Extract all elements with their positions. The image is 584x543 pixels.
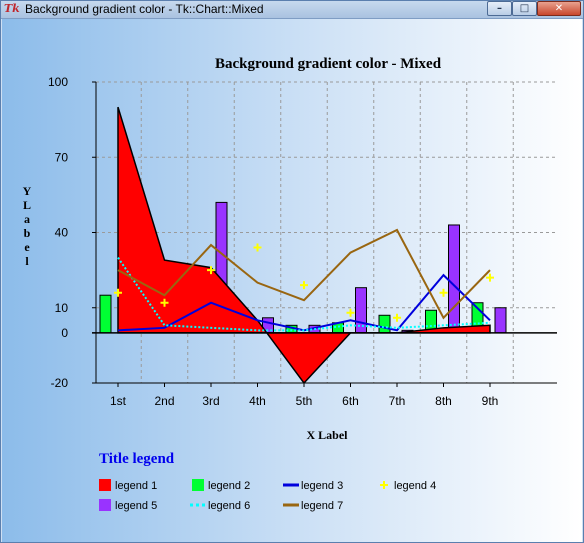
mixed-chart: Background gradient color - Mixed -20 0 10…: [23, 56, 557, 512]
point-legend-4: [346, 308, 355, 317]
legend-title: Title legend: [99, 451, 175, 467]
y-axis-label-char: b: [24, 226, 31, 240]
y-tick-label: 100: [48, 75, 68, 89]
y-tick-label: 10: [55, 301, 69, 315]
x-tick-label: 9th: [482, 394, 499, 408]
x-axis-label: X Label: [306, 428, 348, 442]
legend-swatch: [192, 479, 204, 491]
point-legend-4: [207, 266, 215, 275]
legend: legend 1 legend 2 legend 3 legend 4 legend 5…: [99, 479, 436, 512]
point-legend-4: [253, 243, 262, 252]
bar-legend-5: [494, 307, 507, 334]
chart-title: Background gradient color - Mixed: [215, 56, 442, 72]
minimize-button[interactable]: –: [487, 1, 512, 16]
bar-legend-5: [355, 287, 367, 334]
point-legend-4: [300, 281, 308, 290]
area-series: [117, 106, 491, 385]
window-title: Background gradient color - Tk::Chart::M…: [25, 2, 264, 16]
y-axis-label-char: e: [24, 240, 30, 254]
y-axis-label-char: L: [23, 198, 31, 212]
line-legend-7: [117, 228, 491, 320]
point-legend-4: [439, 288, 448, 297]
y-axis-label-char: l: [25, 254, 29, 268]
point-legend-4: [114, 288, 122, 297]
point-legend-4: [486, 273, 494, 282]
maximize-button[interactable]: □: [512, 1, 537, 16]
legend-label: legend 2: [208, 480, 250, 492]
legend-label: legend 1: [115, 480, 157, 492]
y-tick-label: -20: [51, 376, 69, 390]
tk-app-icon: Tk: [4, 2, 20, 15]
x-tick-label: 8th: [435, 394, 452, 408]
line-series: [117, 228, 491, 332]
close-button[interactable]: ✕: [537, 1, 581, 16]
y-tick-label: 40: [55, 226, 69, 240]
y-tick-label: 0: [61, 326, 68, 340]
legend-swatch: [99, 499, 111, 511]
legend-swatch: [380, 481, 388, 489]
x-tick-label: 4th: [249, 394, 266, 408]
x-tick-label: 1st: [110, 394, 127, 408]
bar-legend-2: [99, 294, 112, 334]
legend-item: legend 6: [190, 500, 250, 512]
legend-label: legend 4: [394, 480, 436, 492]
bar-legend-5: [448, 224, 460, 334]
legend-item: legend 4: [380, 480, 436, 492]
legend-item: legend 5: [99, 499, 157, 512]
legend-label: legend 3: [301, 480, 343, 492]
line-legend-6: [117, 257, 491, 332]
bar-legend-2: [378, 314, 391, 334]
legend-swatch: [99, 479, 111, 491]
x-tick-label: 3rd: [202, 394, 219, 408]
chart-canvas: Background gradient color - Mixed -20 0 10…: [2, 19, 582, 542]
y-tick-label: 70: [55, 150, 69, 164]
legend-label: legend 7: [301, 500, 343, 512]
point-legend-4: [160, 298, 169, 307]
legend-item: legend 3: [283, 480, 343, 492]
legend-label: legend 5: [115, 500, 157, 512]
legend-item: legend 7: [283, 500, 343, 512]
y-axis-label-char: Y: [23, 184, 32, 198]
legend-item: legend 2: [192, 479, 250, 492]
x-tick-label: 2nd: [154, 394, 174, 408]
point-legend-4: [393, 313, 401, 322]
title-bar[interactable]: Tk Background gradient color - Tk::Chart…: [1, 1, 583, 19]
axes: -20 0 10 40 70 100 1st 2nd 3rd 4th 5th 6th 7th 8th 9th: [48, 75, 557, 408]
x-tick-label: 5th: [296, 394, 313, 408]
point-series: [114, 243, 494, 322]
y-axis-label-char: a: [24, 212, 30, 226]
legend-item: legend 1: [99, 479, 157, 492]
x-tick-label: 7th: [389, 394, 406, 408]
legend-label: legend 6: [208, 500, 250, 512]
x-tick-label: 6th: [342, 394, 359, 408]
area-legend-1: [117, 106, 491, 385]
